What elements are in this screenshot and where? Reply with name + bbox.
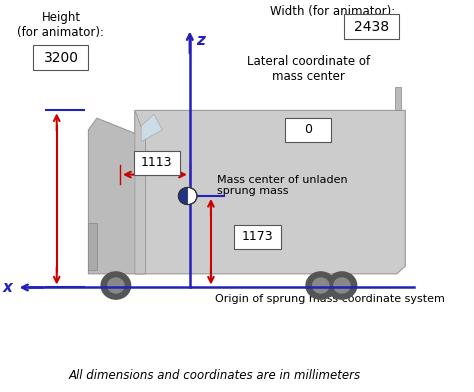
FancyBboxPatch shape (134, 151, 180, 174)
Text: z: z (196, 33, 205, 47)
Polygon shape (89, 118, 146, 274)
Text: 1173: 1173 (242, 230, 273, 243)
Circle shape (306, 272, 336, 299)
Text: 2438: 2438 (354, 20, 389, 34)
FancyBboxPatch shape (234, 225, 281, 249)
Text: 0: 0 (304, 123, 312, 136)
Circle shape (313, 278, 329, 293)
Circle shape (101, 272, 131, 299)
Text: Height
(for animator):: Height (for animator): (18, 11, 104, 39)
Bar (395, 87, 401, 111)
Text: Lateral coordinate of
mass center: Lateral coordinate of mass center (246, 55, 370, 83)
Text: x: x (2, 280, 12, 295)
Text: 3200: 3200 (44, 51, 79, 65)
Text: Origin of sprung mass coordinate system: Origin of sprung mass coordinate system (215, 294, 445, 304)
Wedge shape (178, 187, 188, 205)
Bar (89, 223, 97, 270)
Circle shape (327, 272, 357, 299)
Circle shape (108, 278, 124, 293)
FancyBboxPatch shape (344, 14, 399, 39)
Polygon shape (141, 114, 163, 142)
Text: Mass center of unladen
sprung mass: Mass center of unladen sprung mass (217, 174, 348, 196)
FancyBboxPatch shape (285, 118, 331, 142)
Circle shape (334, 278, 350, 293)
Text: 1113: 1113 (141, 156, 173, 169)
Polygon shape (135, 111, 146, 274)
Polygon shape (135, 111, 405, 274)
Text: Width (for animator):: Width (for animator): (270, 5, 395, 18)
Circle shape (178, 187, 197, 205)
FancyBboxPatch shape (34, 45, 89, 71)
Text: All dimensions and coordinates are in millimeters: All dimensions and coordinates are in mi… (69, 368, 361, 381)
